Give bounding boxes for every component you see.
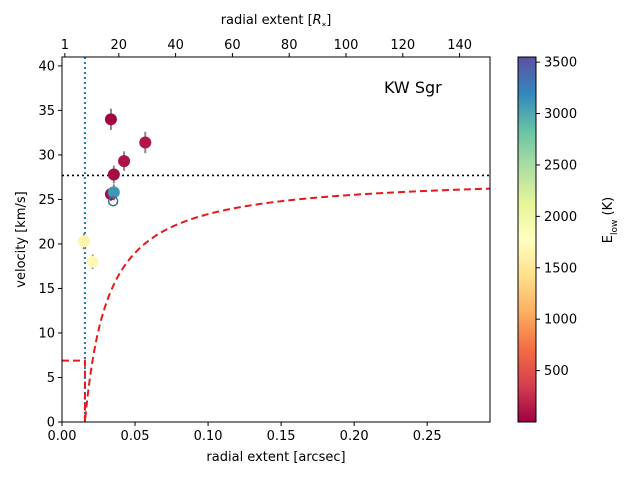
top-x-tick-label: 20 (111, 38, 128, 53)
data-point (118, 155, 131, 168)
colorbar-scale (517, 56, 537, 423)
colorbar-tick-label: 3500 (544, 56, 577, 71)
top-x-tick-label: 40 (167, 38, 184, 53)
y-tick-label: 15 (38, 282, 55, 297)
top-x-tick-label: 120 (390, 38, 415, 53)
top-x-tick-label: 1 (61, 38, 69, 53)
x-tick-label: 0.15 (267, 429, 296, 444)
y-axis: 0 5 10 15 20 25 30 35 40 (38, 59, 62, 431)
colorbar-tick-label: 3000 (544, 107, 577, 122)
y-tick-label: 0 (47, 416, 55, 431)
x-tick-label: 0.10 (194, 429, 223, 444)
y-tick-label: 25 (38, 193, 55, 208)
x-tick-label: 0.20 (340, 429, 369, 444)
plot-area (62, 57, 490, 422)
top-x-tick-label: 100 (334, 38, 359, 53)
y-tick-label: 30 (38, 148, 55, 163)
data-point (107, 168, 120, 181)
colorbar-tick-label: 2000 (544, 210, 577, 225)
top-x-tick-label: 80 (281, 38, 298, 53)
axes-frame (61, 56, 491, 423)
y-tick-label: 20 (38, 237, 55, 252)
x-tick-label: 0.25 (413, 429, 442, 444)
x-axis: 0.00 0.05 0.10 0.15 0.20 0.25 (48, 422, 442, 444)
data-point (77, 235, 90, 248)
x-tick-label: 0.05 (121, 429, 150, 444)
y-tick-label: 10 (38, 326, 55, 341)
wind-velocity-model-curve (62, 187, 490, 422)
y-tick-label: 35 (38, 104, 55, 119)
star-name-annotation: KW Sgr (384, 78, 442, 97)
colorbar: 500 1000 1500 2000 2500 3000 3500 Elow (K) (517, 56, 620, 423)
top-x-axis-label: radial extent [R*] (221, 13, 332, 32)
data-point (86, 255, 99, 268)
open-data-point (107, 195, 119, 207)
data-point (104, 113, 117, 126)
y-tick-label: 40 (38, 59, 55, 74)
top-x-tick-label: 60 (224, 38, 241, 53)
colorbar-tick-label: 1000 (544, 313, 577, 328)
colorbar-tick-label: 2500 (544, 158, 577, 173)
colorbar-tick-label: 500 (544, 364, 569, 379)
data-point (139, 136, 152, 149)
y-tick-label: 5 (47, 371, 55, 386)
top-x-axis: 1 20 40 60 80 100 120 140 (61, 38, 472, 57)
top-x-tick-label: 140 (447, 38, 472, 53)
x-tick-label: 0.00 (48, 429, 77, 444)
data-point (107, 186, 120, 199)
colorbar-label: Elow (K) (601, 197, 620, 243)
x-axis-label: radial extent [arcsec] (206, 450, 345, 465)
colorbar-tick-label: 1500 (544, 261, 577, 276)
y-axis-label: velocity [km/s] (14, 191, 29, 287)
